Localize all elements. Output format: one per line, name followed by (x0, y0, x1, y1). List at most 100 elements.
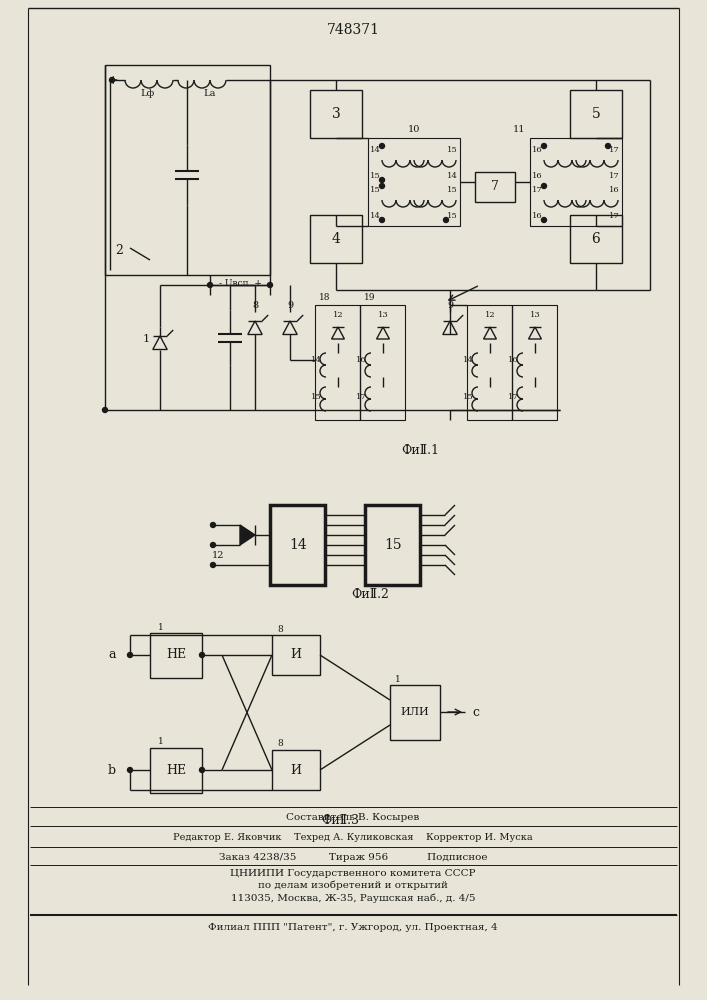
Text: 14: 14 (447, 172, 458, 180)
Bar (530, 138, 622, 226)
Text: по делам изобретений и открытий: по делам изобретений и открытий (258, 880, 448, 890)
Text: НЕ: НЕ (166, 764, 186, 776)
Text: 2: 2 (115, 243, 123, 256)
Circle shape (127, 652, 132, 658)
Circle shape (110, 78, 115, 83)
Text: Составитель В. Косырев: Составитель В. Косырев (286, 812, 420, 822)
Text: ФиⅡ.2: ФиⅡ.2 (351, 588, 389, 601)
Bar (272, 750, 320, 790)
Bar (310, 215, 362, 263)
Circle shape (380, 218, 385, 223)
Text: 1: 1 (395, 674, 401, 684)
Text: 15: 15 (311, 393, 322, 401)
Text: 14: 14 (370, 146, 381, 154)
Bar (315, 305, 405, 420)
Bar (105, 65, 270, 275)
Text: 8: 8 (277, 740, 283, 748)
Text: 10: 10 (408, 125, 420, 134)
Text: 1: 1 (158, 738, 164, 746)
Bar (368, 138, 460, 226)
Text: 15: 15 (370, 172, 381, 180)
Text: ФиⅡ.3: ФиⅡ.3 (321, 814, 359, 826)
Text: 14: 14 (289, 538, 307, 552)
Text: 16: 16 (532, 172, 543, 180)
Text: 16: 16 (532, 212, 543, 220)
Text: 19: 19 (364, 292, 375, 302)
Text: 15: 15 (370, 186, 381, 194)
Text: - Uвсп. +: - Uвсп. + (218, 278, 262, 288)
Text: 17: 17 (356, 393, 367, 401)
Text: Филиал ППП "Патент", г. Ужгород, ул. Проектная, 4: Филиал ППП "Патент", г. Ужгород, ул. Про… (208, 924, 498, 932)
Text: 17: 17 (508, 393, 519, 401)
Circle shape (211, 542, 216, 548)
Circle shape (542, 143, 547, 148)
Circle shape (199, 768, 204, 772)
Circle shape (103, 408, 107, 412)
Text: 17: 17 (609, 212, 620, 220)
Circle shape (380, 178, 385, 182)
Text: 15: 15 (448, 186, 458, 194)
Text: 16: 16 (356, 356, 367, 364)
Text: ФиⅡ.1: ФиⅡ.1 (401, 444, 439, 456)
Bar (310, 90, 362, 138)
Text: Lа: Lа (204, 89, 216, 98)
Bar (150, 748, 202, 793)
Polygon shape (240, 525, 255, 545)
Text: 15: 15 (448, 146, 458, 154)
Text: 15: 15 (384, 538, 402, 552)
Circle shape (542, 184, 547, 188)
Bar (272, 635, 320, 675)
Text: 1: 1 (158, 622, 164, 632)
Text: 17: 17 (609, 146, 620, 154)
Circle shape (380, 143, 385, 148)
Bar (570, 215, 622, 263)
Bar (467, 305, 557, 420)
Text: 12: 12 (333, 311, 344, 319)
Text: И: И (291, 648, 301, 662)
Text: 11: 11 (513, 125, 525, 134)
Text: Редактор Е. Яковчик    Техред А. Куликовская    Корректор И. Муска: Редактор Е. Яковчик Техред А. Куликовска… (173, 832, 533, 842)
Text: 8: 8 (277, 624, 283, 634)
Bar (390, 685, 440, 740)
Text: 9: 9 (447, 300, 453, 310)
Text: 15: 15 (463, 393, 474, 401)
Text: 16: 16 (532, 146, 543, 154)
Text: с: с (472, 706, 479, 718)
Circle shape (199, 652, 204, 658)
Text: 113035, Москва, Ж-35, Раушская наб., д. 4/5: 113035, Москва, Ж-35, Раушская наб., д. … (230, 893, 475, 903)
Text: ЦНИИПИ Государственного комитета СССР: ЦНИИПИ Государственного комитета СССР (230, 868, 476, 878)
Text: 12: 12 (212, 550, 224, 560)
Text: 5: 5 (592, 107, 600, 121)
Circle shape (211, 562, 216, 568)
Circle shape (207, 282, 213, 288)
Bar (570, 90, 622, 138)
Circle shape (267, 282, 272, 288)
Text: +: + (108, 74, 119, 87)
Text: 18: 18 (319, 292, 330, 302)
Text: НЕ: НЕ (166, 648, 186, 662)
Text: 16: 16 (609, 186, 620, 194)
Text: Lф: Lф (141, 89, 155, 98)
Text: 16: 16 (508, 356, 519, 364)
Text: 13: 13 (530, 311, 540, 319)
Text: 3: 3 (332, 107, 340, 121)
Text: b: b (108, 764, 116, 776)
Text: 14: 14 (311, 356, 322, 364)
Bar (270, 505, 325, 585)
Text: 1: 1 (142, 334, 150, 344)
Text: 4: 4 (332, 232, 341, 246)
Text: Заказ 4238/35          Тираж 956            Подписное: Заказ 4238/35 Тираж 956 Подписное (218, 852, 487, 861)
Circle shape (127, 768, 132, 772)
Circle shape (605, 143, 611, 148)
Text: 14: 14 (463, 356, 474, 364)
Circle shape (542, 218, 547, 223)
Text: 12: 12 (485, 311, 496, 319)
Text: 17: 17 (609, 172, 620, 180)
Bar (365, 505, 420, 585)
Bar (475, 172, 515, 202)
Text: a: a (108, 648, 116, 662)
Text: И: И (291, 764, 301, 776)
Text: 17: 17 (532, 186, 543, 194)
Text: 9: 9 (287, 300, 293, 310)
Text: 7: 7 (491, 180, 499, 194)
